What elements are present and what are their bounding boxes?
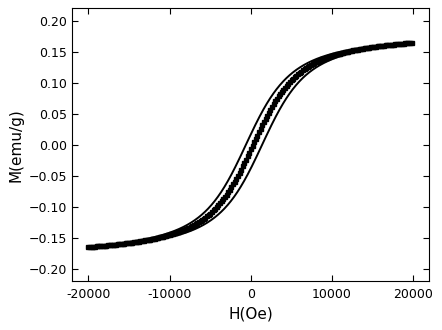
Y-axis label: M(emu/g): M(emu/g) bbox=[8, 108, 23, 182]
X-axis label: H(Oe): H(Oe) bbox=[229, 307, 273, 322]
